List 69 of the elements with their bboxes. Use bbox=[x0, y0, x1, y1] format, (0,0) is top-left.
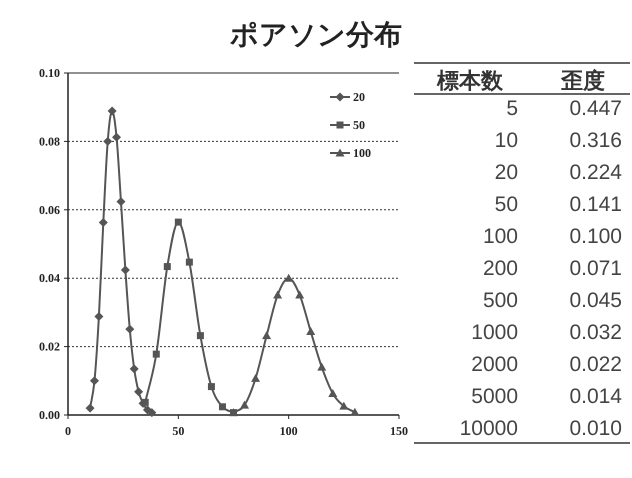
point bbox=[164, 263, 171, 270]
text: 0.316 bbox=[569, 129, 622, 152]
y-tick-label: 0.10 bbox=[39, 66, 60, 80]
y-tick-label: 0.06 bbox=[39, 202, 60, 217]
point bbox=[240, 400, 250, 409]
point bbox=[103, 136, 112, 146]
y-tick-label: 0.04 bbox=[39, 271, 60, 286]
text: 0.010 bbox=[569, 417, 622, 440]
text: 500 bbox=[482, 289, 518, 312]
text: 200 bbox=[482, 257, 518, 280]
point bbox=[147, 408, 156, 418]
point bbox=[186, 258, 193, 266]
text: 0.141 bbox=[569, 193, 622, 216]
point bbox=[90, 376, 99, 386]
legend-label: 50 bbox=[353, 118, 365, 132]
point bbox=[273, 290, 282, 298]
point bbox=[116, 197, 126, 206]
x-tick-label: 0 bbox=[65, 424, 71, 438]
text: 2000 bbox=[471, 353, 518, 376]
point bbox=[306, 327, 316, 336]
category-label: 標本数 bbox=[436, 69, 504, 94]
point bbox=[134, 387, 144, 396]
point bbox=[196, 332, 204, 340]
text: 20 bbox=[494, 161, 518, 184]
text: 5000 bbox=[471, 385, 518, 408]
point bbox=[108, 106, 117, 116]
y-tick-label: 0.08 bbox=[39, 134, 60, 148]
point bbox=[112, 132, 122, 142]
point bbox=[174, 218, 182, 226]
text: 5 bbox=[506, 97, 518, 120]
text: 10 bbox=[494, 129, 518, 152]
point bbox=[218, 403, 226, 410]
point bbox=[142, 398, 149, 406]
text: 10000 bbox=[460, 417, 518, 440]
point bbox=[328, 388, 338, 397]
text: 50 bbox=[494, 193, 518, 216]
text: 0.100 bbox=[569, 225, 622, 248]
point bbox=[130, 364, 139, 374]
text: 0.071 bbox=[569, 257, 622, 280]
text: 0.022 bbox=[569, 353, 622, 376]
point bbox=[262, 331, 272, 340]
point bbox=[339, 402, 348, 410]
text: 0.224 bbox=[569, 161, 622, 184]
point bbox=[86, 404, 95, 413]
point bbox=[295, 290, 304, 298]
legend-label: 100 bbox=[353, 146, 371, 160]
point bbox=[125, 324, 134, 334]
category-label: 歪度 bbox=[560, 68, 605, 94]
text: 0.045 bbox=[569, 289, 622, 312]
point bbox=[120, 265, 130, 274]
point bbox=[94, 312, 104, 322]
point bbox=[98, 218, 108, 227]
point bbox=[152, 350, 160, 358]
text: 1000 bbox=[471, 321, 518, 344]
y-tick-label: 0.02 bbox=[39, 340, 60, 354]
x-tick-label: 100 bbox=[280, 424, 298, 438]
legend-label: 20 bbox=[353, 90, 365, 104]
y-tick-label: 0.00 bbox=[39, 408, 60, 422]
point bbox=[317, 362, 326, 371]
point bbox=[350, 408, 360, 416]
chart-title: ポアソン分布 bbox=[230, 18, 402, 51]
point bbox=[251, 374, 260, 382]
x-tick-label: 150 bbox=[390, 424, 408, 438]
text: 100 bbox=[482, 225, 518, 248]
text: 0.447 bbox=[569, 97, 622, 120]
text: 0.014 bbox=[569, 385, 622, 408]
point bbox=[208, 383, 215, 390]
text: 0.032 bbox=[569, 321, 622, 344]
x-tick-label: 50 bbox=[172, 424, 184, 438]
